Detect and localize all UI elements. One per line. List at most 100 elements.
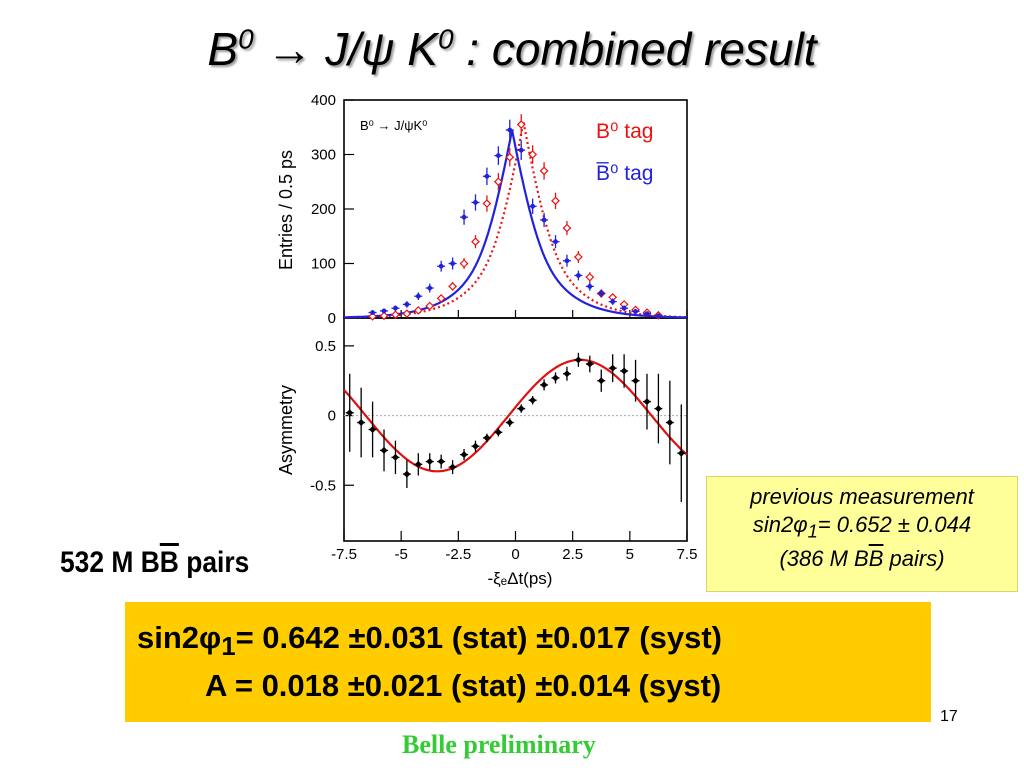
marker-diamond (346, 409, 354, 417)
marker-diamond (459, 259, 469, 268)
x-tick-label: -2.5 (445, 546, 471, 563)
asymmetry-point (425, 453, 434, 470)
marker-diamond (426, 458, 434, 466)
marker-dot (575, 273, 581, 278)
asymmetry-point (517, 404, 526, 413)
b0bar-tag-point (380, 308, 389, 314)
marker-dot (644, 311, 650, 317)
b0bar-tag-point (471, 194, 480, 211)
asymmetry-point (665, 380, 674, 465)
asymmetry-point (528, 396, 537, 405)
b0bar-tag-point (642, 311, 651, 317)
bottom-y-axis-title: Asymmetry (276, 385, 296, 475)
asymmetry-point (585, 355, 594, 373)
b0bar-tag-point (562, 254, 571, 267)
asymmetry-point (608, 354, 617, 383)
b0bar-tag-point (505, 119, 514, 141)
b0bar-tag-point (402, 301, 411, 308)
marker-diamond (528, 150, 537, 159)
pairs-count: 532 M BB pairs (60, 546, 249, 580)
legend-b0bar-tag: B̅⁰ tag (596, 162, 654, 185)
asymmetry-fit-curve (343, 358, 688, 473)
marker-diamond (403, 470, 411, 478)
marker-dot (484, 173, 490, 179)
asymmetry-point (562, 366, 571, 381)
marker-diamond (471, 237, 480, 247)
asymmetry-point (620, 354, 629, 388)
asymmetry-point (677, 404, 686, 502)
b0bar-tag-point (368, 310, 377, 315)
marker-dot (427, 285, 433, 291)
marker-dot (564, 258, 570, 264)
asymmetry-point (642, 373, 651, 430)
marker-diamond (529, 396, 537, 404)
title-part-rest: : combined result (453, 23, 817, 75)
b0bar-tag-point (585, 282, 594, 291)
marker-diamond (494, 428, 502, 436)
y-tick-label: 300 (311, 147, 336, 164)
marker-diamond (563, 370, 571, 378)
marker-diamond (666, 419, 674, 427)
b0bar-tag-point (517, 140, 526, 160)
b0bar-fit-curve (344, 129, 687, 319)
marker-diamond (574, 252, 583, 262)
marker-diamond (654, 405, 662, 413)
marker-diamond (597, 377, 605, 385)
title-superscript: 0 (437, 23, 454, 55)
pairs-count-suffix: pairs (178, 546, 250, 579)
asymmetry-point (414, 453, 423, 476)
marker-dot (530, 203, 536, 209)
b0bar-tag-point (540, 212, 549, 227)
asymmetry-point (391, 440, 400, 475)
asymmetry-point (551, 372, 560, 384)
asymmetry-point (631, 359, 640, 402)
b0bar-tag-point (437, 260, 446, 272)
x-tick-label: 7.5 (677, 546, 698, 563)
title-part-jpsi: J/ψ K (325, 23, 438, 75)
marker-diamond (368, 312, 377, 321)
b0-tag-point (482, 195, 492, 212)
asymmetry-point (460, 449, 469, 461)
asymmetry-point (345, 373, 354, 452)
b0bar-tag-point (620, 305, 629, 311)
x-tick-label: 5 (626, 546, 634, 563)
marker-diamond (517, 405, 525, 413)
sin2phi-value: = 0.642 ±0.031 (stat) ±0.017 (syst) (235, 620, 722, 655)
marker-diamond (585, 272, 595, 282)
marker-diamond (677, 449, 685, 457)
marker-diamond (448, 282, 457, 291)
previous-pairs-suffix: pairs) (883, 546, 945, 572)
marker-diamond (379, 311, 389, 321)
b0-tag-point (436, 294, 446, 303)
previous-sin2phi: sin2φ (752, 512, 808, 537)
b0bar-tag-point (528, 198, 537, 214)
marker-diamond (437, 458, 445, 466)
marker-dot (404, 301, 410, 307)
b0bar-tag-point (425, 283, 434, 293)
a-result: A = 0.018 ±0.021 (stat) ±0.014 (syst) (205, 668, 722, 703)
b0bar-tag-point (551, 235, 560, 249)
b0-tag-point (448, 282, 457, 291)
b0-tag-point (505, 147, 515, 167)
asymmetry-point (505, 418, 514, 427)
marker-dot (518, 147, 524, 153)
marker-dot (656, 313, 661, 319)
marker-diamond (391, 453, 399, 461)
b0-fit-curve (344, 121, 688, 319)
asymmetry-point (654, 373, 663, 444)
y-tick-label: 0 (328, 408, 336, 425)
b0bar-tag-point (574, 270, 583, 281)
marker-dot (507, 127, 513, 133)
marker-dot (541, 217, 547, 223)
b0bar-tag-point (448, 257, 457, 270)
b0-tag-point (539, 162, 549, 180)
legend-b0-tag: B⁰ tag (596, 120, 653, 143)
b0-tag-point (379, 311, 389, 321)
marker-diamond (380, 446, 388, 454)
marker-diamond (506, 419, 514, 427)
top-y-axis-title: Entries / 0.5 ps (276, 150, 296, 270)
result-box: sin2φ1= 0.642 ±0.031 (stat) ±0.017 (syst… (125, 602, 931, 722)
plot-label: B⁰ → J/ψK⁰ (360, 118, 427, 133)
y-tick-label: 100 (311, 256, 336, 273)
belle-preliminary-label: Belle preliminary (402, 730, 596, 759)
